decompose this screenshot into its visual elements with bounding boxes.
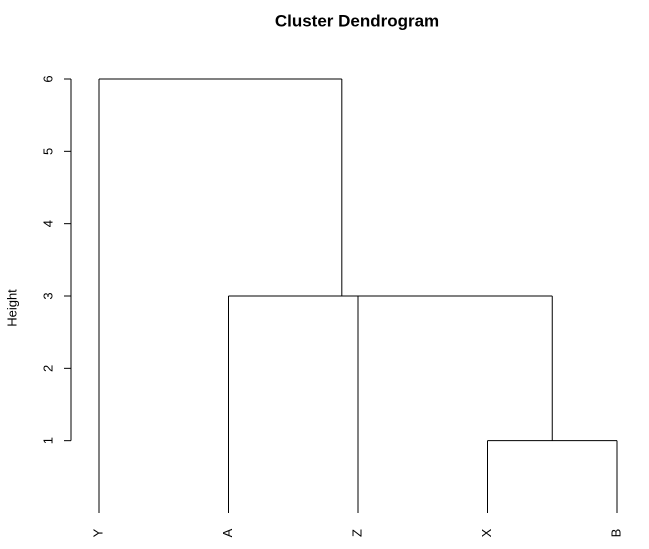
leaf-label: X bbox=[479, 528, 494, 537]
y-tick-label: 6 bbox=[40, 75, 55, 82]
y-tick-label: 4 bbox=[40, 220, 55, 227]
y-tick-label: 2 bbox=[40, 365, 55, 372]
y-tick-label: 1 bbox=[40, 437, 55, 444]
y-tick-label: 3 bbox=[40, 292, 55, 299]
leaf-label: Z bbox=[349, 529, 364, 537]
leaf-label: A bbox=[220, 528, 235, 537]
leaf-label: B bbox=[608, 529, 623, 538]
chart-title: Cluster Dendrogram bbox=[275, 11, 439, 30]
y-tick-label: 5 bbox=[40, 148, 55, 155]
y-axis-label: Height bbox=[4, 289, 19, 327]
leaf-label: Y bbox=[90, 528, 105, 537]
